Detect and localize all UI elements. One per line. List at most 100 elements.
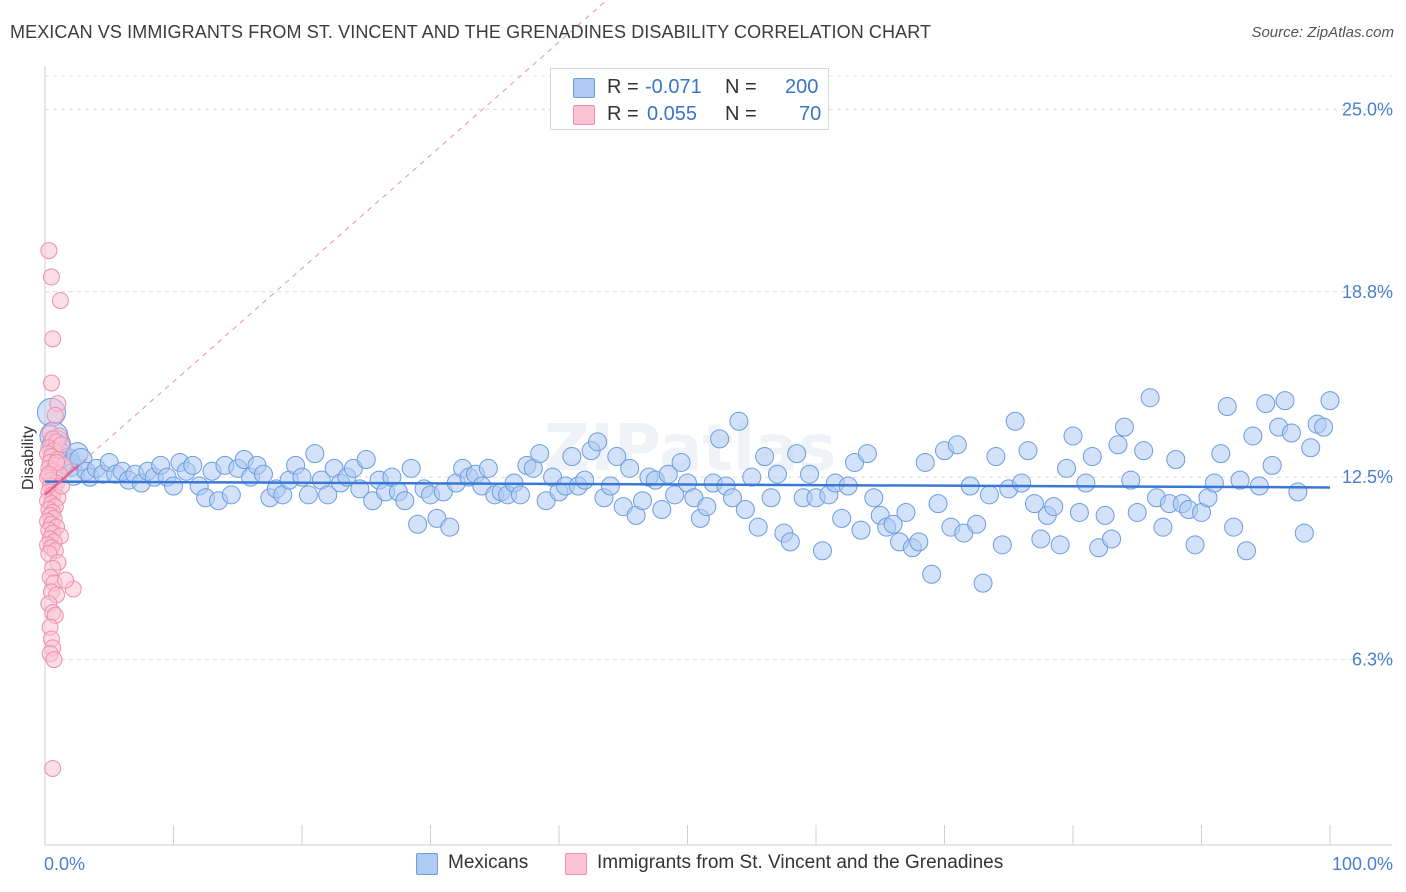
mexicans-point bbox=[633, 491, 653, 511]
mexicans-point bbox=[1320, 391, 1340, 411]
mexicans-point bbox=[928, 494, 948, 514]
mexicans-point bbox=[350, 479, 370, 499]
series-mexicans bbox=[36, 388, 1340, 593]
mexicans-point bbox=[1108, 435, 1128, 455]
legend: R = -0.071 N = 200 R = 0.055 N = 70 bbox=[550, 68, 829, 130]
legend-r-value: 0.055 bbox=[647, 103, 698, 125]
mexicans-point bbox=[973, 573, 993, 593]
mexicans-point bbox=[697, 497, 717, 517]
mexicans-point bbox=[671, 452, 691, 472]
mexicans-point bbox=[742, 467, 762, 487]
st-vincent-point bbox=[42, 374, 60, 392]
bottom-legend-label-mexicans: Mexicans bbox=[448, 852, 529, 873]
st-vincent-trend-line bbox=[44, 464, 80, 496]
mexicans-point bbox=[1076, 473, 1096, 493]
mexicans-point bbox=[1185, 535, 1205, 555]
mexicans-point bbox=[864, 488, 884, 508]
st-vincent-point bbox=[45, 651, 63, 669]
mexicans-point bbox=[1050, 535, 1070, 555]
mexicans-point bbox=[652, 500, 672, 520]
series-st-vincent bbox=[39, 242, 82, 777]
mexicans-point bbox=[767, 464, 787, 484]
st-vincent-trend-extension bbox=[44, 0, 608, 496]
mexicans-point bbox=[986, 447, 1006, 467]
mexicans-point bbox=[1031, 529, 1051, 549]
bottom-legend-swatch-mexicans bbox=[416, 853, 438, 875]
mexicans-point bbox=[1262, 455, 1282, 475]
legend-n-value: 200 bbox=[785, 76, 819, 98]
y-tick-label: 6.3% bbox=[1352, 650, 1393, 670]
mexicans-point bbox=[440, 517, 460, 537]
mexicans-point bbox=[1217, 397, 1237, 417]
mexicans-point bbox=[1044, 497, 1064, 517]
mexicans-point bbox=[1082, 447, 1102, 467]
mexicans-point bbox=[164, 476, 183, 496]
legend-r-label: R = bbox=[607, 103, 639, 125]
mexicans-point bbox=[1063, 426, 1083, 446]
grid-lines bbox=[45, 75, 1392, 661]
tick-labels: 6.3% 12.5% 18.8% 25.0% 0.0% 100.0% bbox=[44, 99, 1393, 874]
mexicans-point bbox=[1018, 441, 1038, 461]
mexicans-point bbox=[562, 447, 582, 467]
mexicans-point bbox=[1102, 529, 1122, 549]
mexicans-point bbox=[761, 488, 781, 508]
mexicans-point bbox=[530, 444, 550, 464]
mexicans-point bbox=[1275, 391, 1295, 411]
mexicans-point bbox=[183, 455, 203, 475]
mexicans-point bbox=[915, 452, 935, 472]
mexicans-point bbox=[748, 517, 768, 537]
mexicans-point bbox=[401, 458, 421, 478]
st-vincent-point bbox=[40, 465, 58, 483]
mexicans-point bbox=[1153, 517, 1173, 537]
st-vincent-point bbox=[57, 571, 75, 589]
x-tick-label: 0.0% bbox=[44, 854, 85, 874]
mexicans-point bbox=[1281, 423, 1301, 443]
st-vincent-point bbox=[42, 268, 60, 286]
mexicans-point bbox=[1121, 470, 1141, 490]
mexicans-point bbox=[979, 485, 999, 505]
trend-lines bbox=[44, 0, 1331, 496]
mexicans-point bbox=[575, 470, 595, 490]
mexicans-point bbox=[1095, 505, 1115, 525]
chart-title: MEXICAN VS IMMIGRANTS FROM ST. VINCENT A… bbox=[10, 22, 932, 42]
mexicans-point bbox=[1288, 482, 1308, 502]
mexicans-point bbox=[729, 411, 749, 431]
legend-r-label: R = bbox=[607, 76, 639, 98]
st-vincent-point bbox=[44, 330, 62, 348]
mexicans-point bbox=[1204, 473, 1224, 493]
mexicans-point bbox=[1256, 394, 1276, 414]
mexicans-point bbox=[408, 514, 428, 534]
y-tick-label: 18.8% bbox=[1342, 282, 1393, 302]
mexicans-point bbox=[478, 458, 498, 478]
mexicans-point bbox=[710, 429, 730, 449]
mexicans-point bbox=[947, 435, 967, 455]
mexicans-point bbox=[1057, 458, 1077, 478]
mexicans-point bbox=[780, 532, 800, 552]
mexicans-point bbox=[665, 485, 685, 505]
mexicans-point bbox=[221, 485, 241, 505]
mexicans-point bbox=[298, 485, 318, 505]
mexicans-point bbox=[1069, 502, 1089, 522]
bottom-legend-swatch-st-vincent bbox=[565, 853, 587, 875]
mexicans-point bbox=[1301, 438, 1321, 458]
mexicans-point bbox=[883, 514, 903, 534]
legend-n-label: N = bbox=[725, 103, 757, 125]
mexicans-point bbox=[1012, 473, 1032, 493]
mexicans-point bbox=[1134, 441, 1154, 461]
mexicans-point bbox=[1114, 417, 1134, 437]
st-vincent-point bbox=[46, 406, 64, 424]
mexicans-point bbox=[922, 564, 942, 584]
mexicans-point bbox=[356, 450, 376, 469]
st-vincent-point bbox=[44, 759, 62, 777]
mexicans-point bbox=[1314, 417, 1334, 437]
mexicans-point bbox=[588, 432, 608, 452]
mexicans-point bbox=[1230, 470, 1250, 490]
mexicans-point bbox=[735, 500, 755, 520]
mexicans-point bbox=[600, 476, 620, 496]
mexicans-point bbox=[755, 447, 775, 467]
mexicans-point bbox=[812, 541, 832, 561]
mexicans-point bbox=[1236, 541, 1256, 561]
y-axis-label: Disability bbox=[20, 426, 37, 490]
y-tick-label: 25.0% bbox=[1342, 99, 1393, 119]
